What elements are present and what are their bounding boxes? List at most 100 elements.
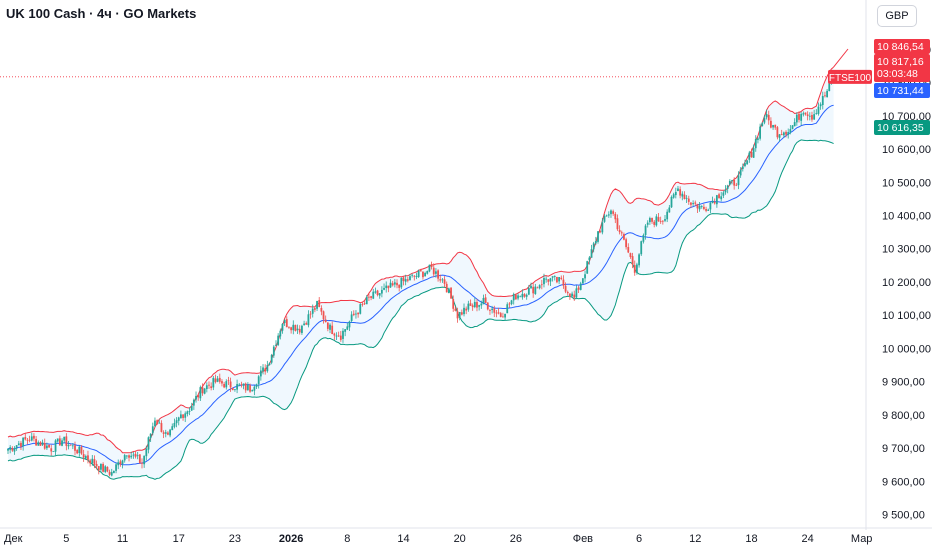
candle-body [450,287,452,299]
candle-body [158,422,161,424]
candle-body [456,311,459,319]
candle-body [463,307,465,315]
candle-body [478,305,481,307]
candle-body [132,454,135,456]
candle-body [255,384,258,387]
candle-body [648,218,651,223]
candle-body [599,231,602,233]
y-tick-label: 10 300,00 [882,244,931,256]
candle-body [562,279,565,286]
candle-body [428,264,431,272]
candle-body [651,218,653,222]
candle-body [579,283,582,290]
candle-body [281,323,284,331]
candle-body [223,383,226,388]
candle-body [389,282,392,288]
candle-body [372,291,375,299]
candle-body [484,297,487,303]
candle-body [138,454,141,464]
bands-fill [8,67,834,480]
candle-body [324,319,327,323]
candle-body [525,294,528,297]
candle-body [7,448,9,451]
candle-body [238,384,241,386]
candle-body [772,125,774,128]
instrument-tag: FTSE100 [828,69,872,84]
candle-body [37,442,40,446]
candle-body [763,117,766,123]
candle-body [147,437,150,450]
candle-body [359,304,362,314]
candle-body [272,346,275,356]
candle-body [192,399,195,406]
candle-body [305,323,308,325]
candle-body [746,160,749,165]
candle-body [404,279,407,282]
candle-body [30,436,33,441]
candle-body [22,437,25,447]
candle-body [417,270,420,278]
currency-button[interactable]: GBP [877,5,917,27]
candle-body [692,203,695,205]
candle-body [519,296,522,298]
candle-body [54,440,57,452]
candle-body [821,95,824,106]
candle-body [301,325,303,333]
candle-body [173,422,176,427]
candle-body [136,455,139,457]
candle-body [225,381,228,388]
candle-body [514,294,517,300]
candle-body [309,313,312,315]
candle-body [560,277,563,279]
candle-body [523,294,526,297]
candle-body [590,249,593,258]
x-tick-label: 17 [173,533,185,545]
candle-body [171,426,174,431]
candle-body [154,420,156,427]
time-axis[interactable]: Дек 5 11 17 23 2026 8 14 20 26 Фев 6 12 18 24 Мар [0,527,932,545]
candle-body [800,113,803,121]
candle-body [221,381,223,384]
candle-body [646,222,649,225]
candle-body [482,297,485,305]
candle-body [249,385,251,392]
candle-body [179,414,182,419]
candle-body [318,300,321,307]
candle-body [167,432,169,435]
candle-body [67,445,70,447]
candle-body [573,294,576,298]
candle-body [601,222,604,233]
candle-body [458,311,461,319]
candle-body [761,123,764,127]
candle-body [307,314,310,326]
candle-body [259,370,262,377]
candle-body [294,324,297,331]
candle-body [227,380,230,382]
candle-body [352,313,355,315]
candle-body [774,124,777,128]
upper-band-tag-text: 10 846,54 [877,41,924,53]
candle-body [465,308,468,311]
candle-body [115,464,117,471]
candle-body [84,456,87,459]
candle-body [11,448,14,451]
candle-body [102,464,104,472]
x-tick-label: 23 [229,533,241,545]
candle-body [413,275,416,277]
candle-body [422,271,424,278]
candle-body [532,286,535,294]
candle-body [65,436,68,446]
candle-body [659,221,662,222]
candle-body [197,395,200,398]
candle-body [584,274,586,279]
candle-body [828,82,831,92]
bb-upper-line [7,66,834,454]
candle-body [333,333,336,336]
candle-body [365,296,368,305]
candle-body [151,426,154,434]
candle-body [339,335,342,340]
candle-body [296,328,299,331]
